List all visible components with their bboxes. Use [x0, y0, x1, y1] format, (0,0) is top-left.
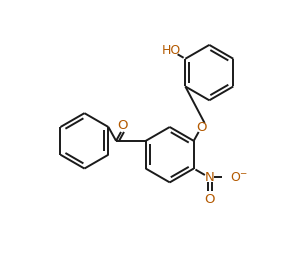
Text: O: O: [197, 121, 207, 134]
Text: HO: HO: [162, 44, 181, 57]
Text: O: O: [117, 119, 127, 132]
Text: O$^{-}$: O$^{-}$: [230, 171, 248, 184]
Text: N: N: [204, 171, 214, 184]
Text: O: O: [204, 193, 214, 206]
